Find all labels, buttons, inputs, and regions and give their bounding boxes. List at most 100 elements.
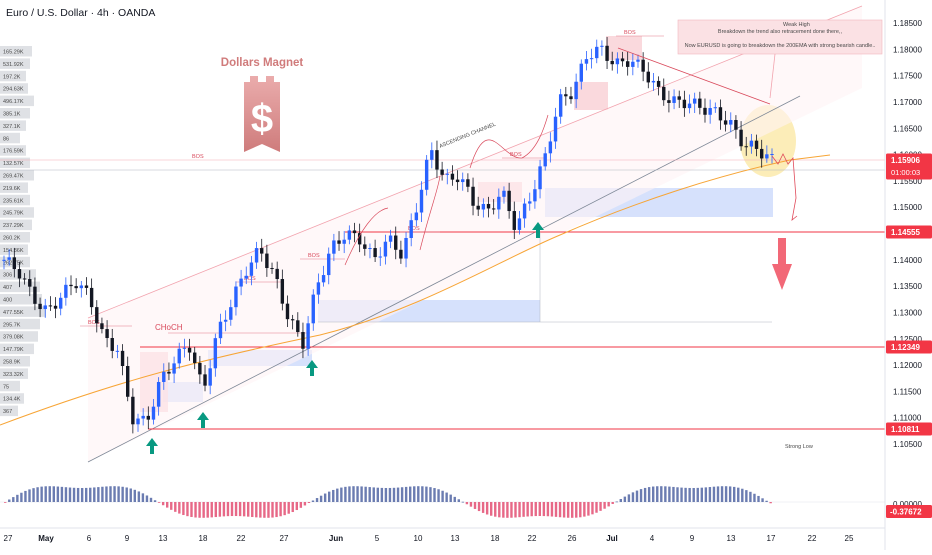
candle-body-112 [579, 63, 583, 82]
osc-bar-161 [656, 486, 659, 502]
candle-body-84 [435, 150, 439, 170]
osc-bar-117 [477, 502, 481, 512]
osc-bar-72 [295, 502, 298, 511]
time-tick-15: Jul [606, 534, 618, 543]
candle-body-59 [306, 323, 310, 349]
osc-bar-105 [429, 487, 432, 502]
candle-body-51 [265, 253, 269, 269]
bearish-arrow-icon [772, 238, 792, 290]
osc-bar-154 [627, 494, 631, 502]
dollar-sign-icon: $ [251, 97, 273, 141]
time-tick-21: 25 [845, 534, 854, 543]
osc-value-bg [886, 505, 932, 518]
osc-bar-163 [664, 486, 667, 502]
candle-body-5 [28, 279, 32, 287]
candle-body-32 [167, 371, 171, 374]
time-tick-16: 4 [650, 534, 655, 543]
vp-label-14: 237.29K [3, 223, 24, 229]
price-tick-3: 1.17000 [893, 98, 922, 107]
price-countdown: 01:00:03 [891, 168, 920, 177]
osc-bar-42 [174, 502, 177, 512]
candle-body-80 [414, 212, 419, 221]
candle-body-68 [352, 230, 357, 234]
time-tick-9: 5 [375, 534, 380, 543]
osc-bar-167 [680, 487, 683, 502]
osc-bar-33 [137, 491, 141, 502]
candle-body-14 [74, 286, 78, 289]
price-tick-16: 1.10500 [893, 440, 922, 449]
osc-bar-114 [465, 502, 469, 505]
price-tick-1: 1.18000 [893, 45, 922, 54]
candle-body-49 [254, 248, 259, 263]
osc-bar-159 [647, 487, 651, 502]
price-tick-2: 1.17500 [893, 72, 922, 81]
osc-bar-104 [425, 486, 428, 502]
osc-bar-170 [692, 487, 695, 502]
osc-bar-132 [538, 502, 541, 517]
candle-body-116 [600, 45, 604, 47]
osc-bar-113 [461, 501, 465, 503]
osc-bar-188 [765, 500, 768, 502]
osc-bar-20 [85, 487, 88, 502]
candle-body-77 [399, 249, 403, 259]
time-tick-4: 13 [159, 534, 168, 543]
osc-bar-178 [724, 486, 728, 502]
price-label-bg-current [886, 153, 932, 180]
osc-bar-87 [356, 486, 359, 502]
candle-body-127 [656, 80, 661, 87]
candle-body-95 [491, 208, 496, 210]
candle-body-38 [198, 362, 202, 375]
price-label-current: 1.15906 [891, 156, 920, 165]
osc-bar-106 [433, 488, 436, 502]
osc-bar-140 [571, 502, 574, 518]
price-axis[interactable]: 1.185001.180001.175001.170001.165001.160… [884, 0, 922, 550]
osc-bar-127 [518, 502, 521, 518]
osc-bar-76 [311, 500, 315, 502]
candle-body-43 [223, 319, 228, 322]
osc-bar-80 [328, 491, 331, 502]
osc-bar-21 [89, 487, 92, 502]
vp-bar-6 [0, 120, 26, 131]
note-line-2: Now EURUSD is going to breakdown the 200… [685, 43, 876, 49]
osc-bar-85 [348, 486, 351, 502]
bos-6-label: BOS [624, 30, 636, 36]
candle-body-50 [260, 248, 264, 254]
osc-bar-8 [36, 487, 39, 502]
osc-bar-19 [80, 487, 84, 502]
candle-body-7 [38, 303, 42, 310]
candle-body-102 [528, 201, 532, 204]
vp-label-26: 323.32K [3, 372, 24, 378]
channel-fill [88, 6, 862, 462]
osc-bar-88 [360, 486, 363, 502]
osc-bar-70 [287, 502, 290, 514]
vp-label-21: 477.55K [3, 310, 24, 316]
osc-bar-187 [761, 498, 764, 502]
osc-bar-95 [388, 487, 392, 502]
chart-title: Euro / U.S. Dollar · 4h · OANDA [6, 7, 155, 19]
candle-body-28 [146, 415, 151, 420]
candle-body-139 [718, 107, 723, 121]
candle-body-130 [672, 96, 676, 103]
time-axis[interactable]: 27 May 6 9 13 18 22 27 Jun 5 10 13 18 22 26 Jul 4 9 13 17 22… [0, 527, 885, 543]
osc-bar-60 [247, 502, 250, 517]
osc-bar-53 [218, 502, 222, 517]
candle-body-60 [311, 294, 315, 324]
candle-body-141 [729, 120, 733, 125]
candle-body-18 [95, 307, 99, 324]
candle-body-48 [249, 262, 254, 276]
osc-bar-59 [242, 502, 246, 517]
time-tick-1: May [38, 534, 54, 543]
vp-label-15: 260.2K [3, 236, 21, 242]
candle-body-72 [373, 248, 377, 258]
time-tick-5: 18 [199, 534, 208, 543]
vp-label-27: 75 [3, 384, 9, 390]
candle-body-115 [595, 46, 599, 59]
osc-bar-142 [579, 502, 582, 518]
osc-bar-0 [4, 502, 7, 503]
volume-profile: 165.29K 531.92K 197.2K 294.63K 496.17K 385.1K… [0, 46, 46, 417]
price-tick-11: 1.13000 [893, 308, 922, 317]
osc-bar-32 [133, 489, 136, 502]
bullish-arrow-icon-1 [197, 412, 209, 428]
osc-bar-123 [502, 502, 505, 518]
annotation-note: Breakdown the trend also retracement don… [677, 19, 883, 99]
